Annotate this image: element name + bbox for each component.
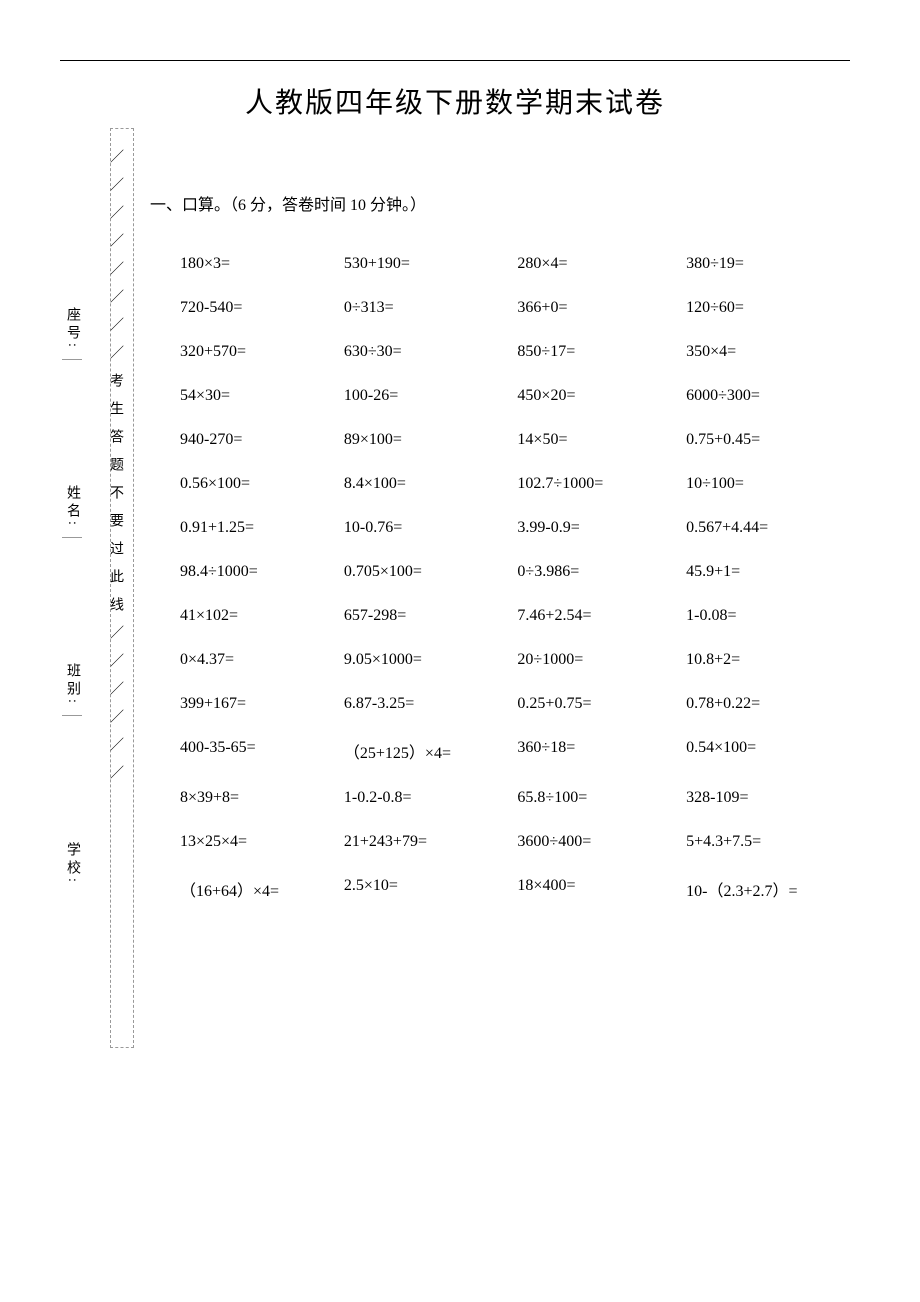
problem-cell: 450×20= xyxy=(517,387,686,405)
problem-cell: 0.91+1.25= xyxy=(180,519,344,537)
problem-cell: 41×102= xyxy=(180,607,344,625)
problem-cell: 0×4.37= xyxy=(180,651,344,669)
problem-cell: 6000÷300= xyxy=(686,387,850,405)
problem-cell: 6.87-3.25= xyxy=(344,695,518,713)
problem-cell: 102.7÷1000= xyxy=(517,475,686,493)
problem-row: 180×3=530+190=280×4=380÷19= xyxy=(180,255,850,273)
problem-cell: 0.54×100= xyxy=(686,739,850,763)
problems-grid: 180×3=530+190=280×4=380÷19= 720-540=0÷313… xyxy=(150,255,850,901)
problem-cell: 399+167= xyxy=(180,695,344,713)
problem-cell: 18×400= xyxy=(517,877,686,901)
problem-cell: 65.8÷100= xyxy=(517,789,686,807)
problem-cell: 13×25×4= xyxy=(180,833,344,851)
problem-cell: 2.5×10= xyxy=(344,877,518,901)
problem-cell: 360÷18= xyxy=(517,739,686,763)
cut-line-text: ／／／／／／／／考生答题不要过此线／／／／／／ xyxy=(114,149,130,793)
problem-cell: 89×100= xyxy=(344,431,518,449)
problem-cell: 180×3= xyxy=(180,255,344,273)
problem-cell: 3.99-0.9= xyxy=(517,519,686,537)
problem-cell: 0.25+0.75= xyxy=(517,695,686,713)
problem-row: 13×25×4=21+243+79=3600÷400=5+4.3+7.5= xyxy=(180,833,850,851)
student-info-sidebar: 座号: 姓名: 班别: 学校: xyxy=(62,190,82,902)
problem-cell: 630÷30= xyxy=(344,343,518,361)
problem-cell: 10÷100= xyxy=(686,475,850,493)
problem-cell: 14×50= xyxy=(517,431,686,449)
page-title: 人教版四年级下册数学期末试卷 xyxy=(60,81,850,121)
problem-cell: 530+190= xyxy=(344,255,518,273)
name-label: 姓名: xyxy=(62,368,82,538)
problem-cell: 1-0.08= xyxy=(686,607,850,625)
problem-cell: 0÷3.986= xyxy=(517,563,686,581)
problem-cell: 940-270= xyxy=(180,431,344,449)
problem-cell: 7.46+2.54= xyxy=(517,607,686,625)
exam-page: 人教版四年级下册数学期末试卷 座号: 姓名: 班别: 学校: ／／／／／／／／考… xyxy=(0,0,920,967)
problem-cell: 98.4÷1000= xyxy=(180,563,344,581)
problem-cell: （25+125）×4= xyxy=(344,739,518,763)
problem-row: 0.56×100=8.4×100=102.7÷1000=10÷100= xyxy=(180,475,850,493)
problem-cell: 320+570= xyxy=(180,343,344,361)
problem-cell: 21+243+79= xyxy=(344,833,518,851)
problem-cell: 0.75+0.45= xyxy=(686,431,850,449)
problem-cell: 366+0= xyxy=(517,299,686,317)
problem-row: 54×30=100-26=450×20=6000÷300= xyxy=(180,387,850,405)
content-area: 一、口算。（6 分，答卷时间 10 分钟。） 180×3=530+190=280… xyxy=(150,191,850,901)
problem-row: 41×102=657-298=7.46+2.54=1-0.08= xyxy=(180,607,850,625)
school-label: 学校: xyxy=(62,724,82,894)
problem-cell: 328-109= xyxy=(686,789,850,807)
problem-row: 8×39+8=1-0.2-0.8=65.8÷100=328-109= xyxy=(180,789,850,807)
problem-row: 940-270=89×100=14×50=0.75+0.45= xyxy=(180,431,850,449)
problem-row: 720-540=0÷313=366+0=120÷60= xyxy=(180,299,850,317)
problem-cell: 9.05×1000= xyxy=(344,651,518,669)
problem-cell: 280×4= xyxy=(517,255,686,273)
problem-cell: 10.8+2= xyxy=(686,651,850,669)
problem-cell: 100-26= xyxy=(344,387,518,405)
problem-cell: 8×39+8= xyxy=(180,789,344,807)
problem-cell: 350×4= xyxy=(686,343,850,361)
problem-cell: 20÷1000= xyxy=(517,651,686,669)
problem-row: 98.4÷1000=0.705×100=0÷3.986=45.9+1= xyxy=(180,563,850,581)
problem-row: 320+570=630÷30=850÷17=350×4= xyxy=(180,343,850,361)
seat-number-label: 座号: xyxy=(62,190,82,360)
cut-line-box: ／／／／／／／／考生答题不要过此线／／／／／／ xyxy=(110,128,134,1048)
problem-row: 399+167=6.87-3.25=0.25+0.75=0.78+0.22= xyxy=(180,695,850,713)
problem-cell: 0.78+0.22= xyxy=(686,695,850,713)
problem-cell: 10-（2.3+2.7）= xyxy=(686,877,850,901)
problem-cell: 850÷17= xyxy=(517,343,686,361)
problem-cell: 5+4.3+7.5= xyxy=(686,833,850,851)
problem-cell: 720-540= xyxy=(180,299,344,317)
problem-cell: 380÷19= xyxy=(686,255,850,273)
class-label: 班别: xyxy=(62,546,82,716)
problem-row: 400-35-65=（25+125）×4=360÷18=0.54×100= xyxy=(180,739,850,763)
problem-row: （16+64）×4=2.5×10=18×400=10-（2.3+2.7）= xyxy=(180,877,850,901)
problem-cell: 8.4×100= xyxy=(344,475,518,493)
problem-cell: 54×30= xyxy=(180,387,344,405)
problem-row: 0×4.37=9.05×1000=20÷1000=10.8+2= xyxy=(180,651,850,669)
problem-cell: 10-0.76= xyxy=(344,519,518,537)
problem-cell: 120÷60= xyxy=(686,299,850,317)
problem-cell: （16+64）×4= xyxy=(180,877,344,901)
problem-cell: 657-298= xyxy=(344,607,518,625)
problem-row: 0.91+1.25=10-0.76=3.99-0.9=0.567+4.44= xyxy=(180,519,850,537)
problem-cell: 45.9+1= xyxy=(686,563,850,581)
section-header: 一、口算。（6 分，答卷时间 10 分钟。） xyxy=(150,191,850,215)
problem-cell: 3600÷400= xyxy=(517,833,686,851)
top-rule xyxy=(60,60,850,61)
problem-cell: 0÷313= xyxy=(344,299,518,317)
problem-cell: 0.567+4.44= xyxy=(686,519,850,537)
problem-cell: 1-0.2-0.8= xyxy=(344,789,518,807)
problem-cell: 400-35-65= xyxy=(180,739,344,763)
problem-cell: 0.56×100= xyxy=(180,475,344,493)
problem-cell: 0.705×100= xyxy=(344,563,518,581)
